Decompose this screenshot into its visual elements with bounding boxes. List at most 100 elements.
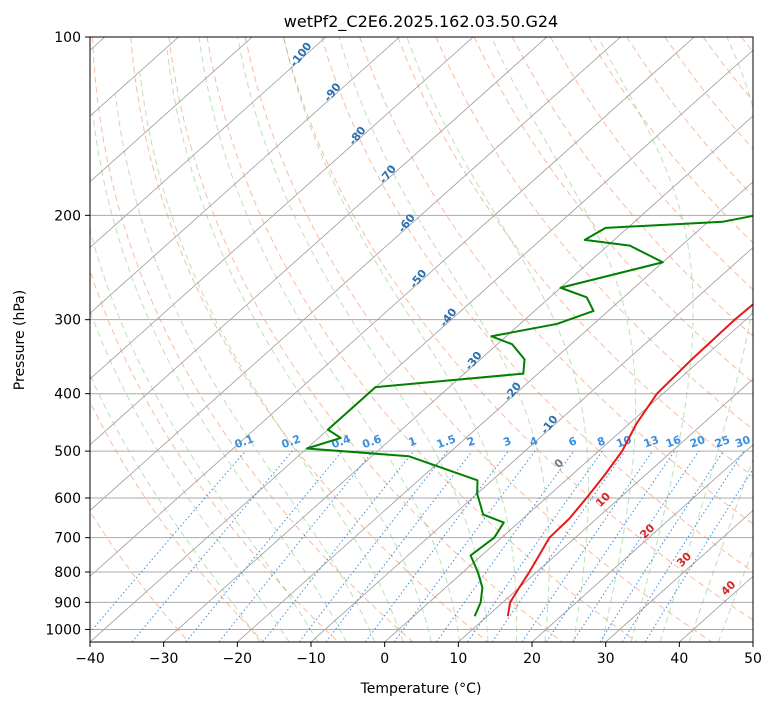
series-line-1	[305, 214, 753, 617]
isotherm-labels: -100-90-80-70-60-50-40-30-20-10	[287, 40, 560, 437]
isotherm	[310, 246, 753, 642]
x-tick-label: 40	[670, 651, 688, 667]
isotherm	[384, 312, 753, 642]
x-tick-label: −20	[223, 651, 253, 667]
moist-adiabat	[283, 37, 518, 642]
isotherm	[752, 641, 753, 642]
dry-adiabat	[511, 37, 753, 337]
mixing-ratio-label: 16	[664, 433, 683, 451]
dry-adiabat	[130, 37, 488, 642]
dry-adiabat	[168, 37, 563, 642]
moist-adiabat	[597, 37, 694, 642]
mixing-ratio-label: 4	[528, 434, 540, 449]
mixing-ratio-line	[436, 450, 575, 642]
mixing-ratio-line	[298, 450, 448, 642]
isotherm-label: -100	[287, 40, 314, 70]
y-axis: 100 200 300 400 500 600 700 800 900 1000	[45, 30, 90, 638]
mixing-ratio-label: 13	[642, 433, 661, 450]
dry-adiabat	[206, 37, 638, 642]
moist-adiabat-label: 40	[718, 578, 738, 598]
mixing-ratio-line	[467, 450, 603, 642]
dry-adiabat	[588, 37, 753, 244]
isotherm	[90, 37, 621, 512]
y-tick-label: 200	[54, 208, 81, 224]
isotherm	[90, 49, 753, 642]
moist-adiabat	[90, 227, 319, 642]
mixing-ratio-label: 0.2	[280, 432, 303, 451]
isotherm-label: -30	[462, 349, 485, 373]
isotherm	[90, 37, 400, 314]
isotherm-label: -50	[407, 267, 430, 291]
y-axis-label: Pressure (hPa)	[12, 290, 28, 390]
mixing-ratio-label: 8	[595, 434, 607, 449]
moist-adiabat	[139, 72, 404, 642]
moist-adiabat	[717, 548, 753, 642]
mixing-ratio-label: 0.6	[360, 432, 383, 451]
dry-adiabat	[664, 37, 753, 150]
moist-adiabat	[659, 37, 753, 642]
background-lines	[90, 37, 753, 642]
y-tick-label: 500	[54, 444, 81, 460]
moist-adiabat	[90, 309, 290, 642]
dry-adiabat	[90, 510, 190, 642]
x-axis: −40 −30 −20 −10 0 10 20 30 40 50	[75, 642, 762, 667]
mixing-ratio-line	[218, 450, 374, 642]
mixing-ratio-line	[521, 450, 653, 642]
x-tick-label: −40	[75, 651, 105, 667]
dry-adiabat	[435, 37, 753, 431]
moist-adiabat-label: 20	[637, 521, 657, 541]
x-tick-label: −30	[149, 651, 179, 667]
mixing-ratio-line	[262, 450, 415, 642]
mixing-ratio-line	[599, 450, 724, 642]
moist-adiabat	[114, 94, 376, 642]
dry-adiabat	[90, 268, 339, 642]
dry-adiabat	[92, 37, 414, 642]
mixing-ratio-line	[325, 450, 473, 642]
plot-frame	[89, 36, 754, 643]
moist-adiabat	[92, 114, 347, 642]
moist-adiabat-label: 0	[552, 456, 567, 471]
mixing-ratio-line	[364, 450, 509, 642]
isotherm-label: -70	[377, 162, 400, 186]
isotherm	[90, 37, 253, 183]
mixing-ratio-label: 30	[733, 433, 752, 451]
x-tick-label: 10	[449, 651, 467, 667]
isotherm	[458, 378, 753, 642]
x-tick-label: −10	[296, 651, 326, 667]
series-lines	[305, 214, 753, 617]
y-tick-label: 1000	[45, 622, 81, 638]
moist-adiabat	[237, 37, 489, 642]
isotherm-label: -80	[346, 124, 369, 148]
moist-adiabat	[688, 457, 753, 642]
x-tick-label: 50	[744, 651, 762, 667]
series-line-0	[506, 303, 753, 617]
y-tick-label: 100	[54, 30, 81, 46]
mixing-ratio-label: 1	[407, 434, 419, 449]
moist-adiabat	[90, 373, 261, 642]
mixing-ratio-line	[185, 450, 343, 642]
mixing-ratio-label: 3	[501, 434, 513, 449]
mixing-ratio-label: 25	[713, 433, 732, 450]
mixing-ratio-label: 20	[688, 433, 707, 451]
moist-adiabat	[198, 37, 461, 642]
moist-adiabat	[491, 37, 637, 642]
mixing-ratio-line	[491, 450, 626, 642]
dry-adiabat	[321, 37, 753, 573]
mixing-ratio-line	[545, 450, 676, 642]
isotherm	[605, 509, 753, 642]
isotherm	[90, 37, 474, 380]
isotherm-label: -90	[321, 80, 344, 104]
isotherm-label: -10	[538, 413, 561, 437]
mixing-ratio-line	[572, 450, 700, 642]
isotherm	[90, 37, 548, 446]
dry-adiabat	[244, 37, 712, 642]
x-axis-label: Temperature (°C)	[360, 681, 482, 697]
moist-adiabat	[406, 37, 589, 642]
isotherm	[237, 181, 753, 642]
x-tick-label: 30	[597, 651, 615, 667]
moist-adiabat	[166, 49, 432, 642]
mixing-ratio-label: 2	[465, 434, 477, 449]
mixing-ratio-label: 0.4	[330, 432, 353, 451]
isotherm	[90, 37, 695, 577]
